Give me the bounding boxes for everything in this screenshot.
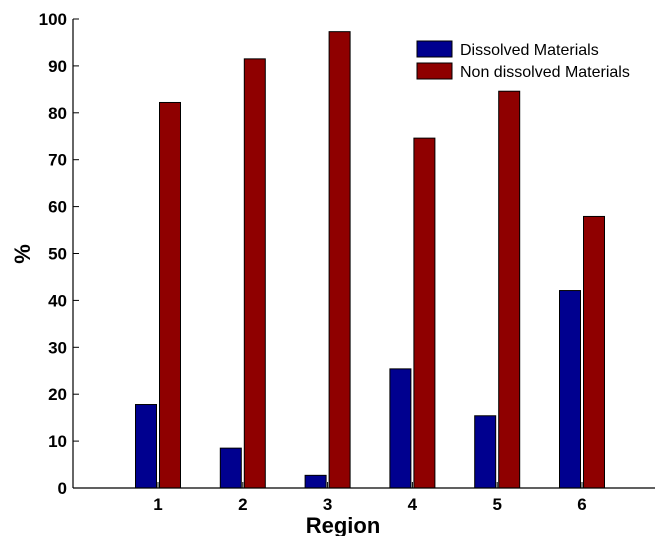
bar-dissolved xyxy=(474,415,497,489)
y-tick-label: 40 xyxy=(48,291,67,310)
legend-swatch-dissolved xyxy=(416,40,453,58)
bar-non-dissolved xyxy=(243,58,266,489)
bar-dissolved xyxy=(389,368,412,489)
bar-dissolved xyxy=(219,447,242,489)
bar-dissolved xyxy=(304,474,327,489)
x-axis-title: Region xyxy=(306,513,381,536)
y-tick-label: 90 xyxy=(48,57,67,76)
x-tick-label: 6 xyxy=(577,495,586,514)
x-tick-label: 3 xyxy=(323,495,332,514)
y-tick-label: 70 xyxy=(48,151,67,170)
legend-swatch-non-dissolved xyxy=(416,62,453,80)
x-ticks-group: 1 2 3 4 5 6 xyxy=(153,482,587,514)
x-tick-label: 5 xyxy=(492,495,501,514)
legend-label-dissolved: Dissolved Materials xyxy=(460,42,599,59)
bar-dissolved xyxy=(135,404,157,489)
y-tick-label: 30 xyxy=(48,338,67,357)
bar-non-dissolved xyxy=(328,31,351,489)
y-tick-label: 50 xyxy=(48,245,67,264)
bar-non-dissolved xyxy=(583,215,605,489)
bar-non-dissolved xyxy=(413,137,436,489)
bar-non-dissolved xyxy=(498,90,521,489)
y-tick-label: 10 xyxy=(48,432,67,451)
x-tick-label: 4 xyxy=(408,495,418,514)
bar-non-dissolved xyxy=(159,101,181,489)
bars-group xyxy=(135,31,605,489)
legend-label-non-dissolved: Non dissolved Materials xyxy=(460,64,630,81)
y-axis-title: % xyxy=(10,244,35,264)
y-tick-label: 0 xyxy=(58,479,67,498)
y-tick-label: 20 xyxy=(48,385,67,404)
bar-dissolved xyxy=(559,290,581,489)
x-tick-label: 1 xyxy=(153,495,162,514)
x-tick-label: 2 xyxy=(238,495,247,514)
y-ticks-group: 0 10 20 30 40 50 60 70 80 90 100 xyxy=(39,10,79,498)
y-tick-label: 80 xyxy=(48,104,67,123)
legend: Dissolved Materials Non dissolved Materi… xyxy=(416,40,630,81)
y-tick-label: 100 xyxy=(39,10,67,29)
y-tick-label: 60 xyxy=(48,198,67,217)
